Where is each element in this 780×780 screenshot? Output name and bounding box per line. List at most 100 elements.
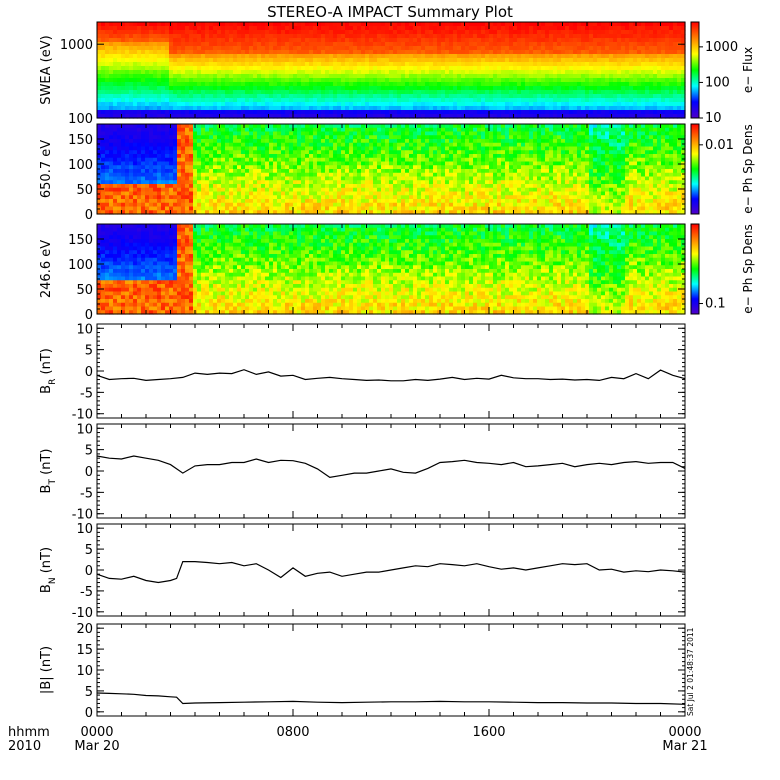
- heatmap-cell: [241, 70, 246, 75]
- heatmap-cell: [253, 161, 258, 166]
- heatmap-cell: [553, 90, 558, 95]
- heatmap-cell: [229, 131, 234, 136]
- heatmap-cell: [149, 184, 154, 189]
- heatmap-cell: [293, 165, 298, 170]
- heatmap-cell: [293, 199, 298, 204]
- heatmap-cell: [349, 38, 354, 43]
- heatmap-cell: [573, 34, 578, 39]
- heatmap-cell: [393, 30, 398, 35]
- heatmap-cell: [489, 38, 494, 43]
- heatmap-cell: [473, 22, 478, 27]
- heatmap-cell: [349, 78, 354, 83]
- heatmap-cell: [517, 114, 522, 119]
- heatmap-cell: [173, 202, 178, 208]
- heatmap-cell: [401, 102, 406, 107]
- heatmap-cell: [373, 98, 378, 103]
- heatmap-cell: [665, 114, 670, 119]
- heatmap-cell: [265, 135, 270, 140]
- heatmap-cell: [181, 38, 186, 43]
- heatmap-cell: [217, 26, 222, 31]
- heatmap-cell: [417, 66, 422, 71]
- heatmap-cell: [181, 206, 186, 211]
- heatmap-cell: [509, 70, 514, 75]
- heatmap-cell: [269, 26, 274, 31]
- heatmap-cell: [585, 46, 590, 51]
- heatmap-cell: [277, 94, 282, 99]
- heatmap-cell: [169, 106, 174, 111]
- heatmap-cell: [309, 195, 314, 200]
- heatmap-cell: [133, 86, 138, 91]
- heatmap-cell: [553, 46, 558, 51]
- heatmap-cell: [289, 94, 294, 99]
- heatmap-cell: [501, 90, 506, 95]
- heatmap-cell: [617, 54, 622, 59]
- heatmap-cell: [673, 94, 678, 99]
- heatmap-cell: [245, 210, 250, 215]
- heatmap-cell: [577, 38, 582, 43]
- heatmap-cell: [153, 50, 158, 55]
- heatmap-cell: [109, 74, 114, 79]
- heatmap-cell: [509, 34, 514, 39]
- heatmap-cell: [465, 66, 470, 71]
- heatmap-cell: [549, 50, 554, 55]
- heatmap-cell: [161, 191, 166, 196]
- heatmap-cell: [265, 66, 270, 71]
- heatmap-cell: [353, 82, 358, 87]
- heatmap-cell: [417, 30, 422, 35]
- heatmap-cell: [157, 191, 162, 196]
- heatmap-cell: [277, 142, 282, 148]
- heatmap-cell: [173, 195, 178, 200]
- heatmap-cell: [293, 46, 298, 51]
- heatmap-cell: [489, 106, 494, 111]
- heatmap-cell: [269, 70, 274, 75]
- heatmap-cell: [129, 110, 134, 115]
- heatmap-cell: [597, 98, 602, 103]
- heatmap-cell: [661, 90, 666, 95]
- heatmap-cell: [561, 66, 566, 71]
- heatmap-cell: [97, 74, 102, 79]
- heatmap-cell: [281, 180, 286, 185]
- heatmap-cell: [329, 42, 334, 47]
- heatmap-cell: [281, 202, 286, 208]
- heatmap-cell: [569, 66, 574, 71]
- heatmap-cell: [161, 30, 166, 35]
- heatmap-cell: [209, 157, 214, 163]
- heatmap-cell: [301, 184, 306, 189]
- heatmap-cell: [165, 110, 170, 115]
- heatmap-cell: [421, 22, 426, 27]
- heatmap-cell: [597, 74, 602, 79]
- heatmap-cell: [521, 78, 526, 83]
- heatmap-cell: [249, 199, 254, 204]
- heatmap-cell: [173, 74, 178, 79]
- heatmap-cell: [281, 110, 286, 115]
- heatmap-cell: [633, 82, 638, 87]
- heatmap-cell: [189, 86, 194, 91]
- heatmap-cell: [117, 154, 122, 159]
- heatmap-cell: [597, 46, 602, 51]
- heatmap-cell: [561, 38, 566, 43]
- heatmap-cell: [365, 106, 370, 111]
- heatmap-cell: [117, 180, 122, 185]
- heatmap-cell: [645, 78, 650, 83]
- heatmap-cell: [209, 176, 214, 181]
- heatmap-cell: [237, 161, 242, 166]
- heatmap-cell: [485, 62, 490, 67]
- heatmap-cell: [133, 42, 138, 47]
- heatmap-cell: [105, 187, 110, 193]
- heatmap-cell: [313, 50, 318, 55]
- heatmap-cell: [493, 54, 498, 59]
- heatmap-cell: [109, 70, 114, 75]
- heatmap-cell: [277, 46, 282, 51]
- heatmap-cell: [557, 82, 562, 87]
- heatmap-cell: [389, 46, 394, 51]
- heatmap-cell: [321, 38, 326, 43]
- heatmap-cell: [185, 135, 190, 140]
- heatmap-cell: [217, 176, 222, 181]
- heatmap-cell: [117, 90, 122, 95]
- heatmap-cell: [545, 46, 550, 51]
- heatmap-cell: [309, 82, 314, 87]
- heatmap-cell: [237, 131, 242, 136]
- heatmap-cell: [453, 38, 458, 43]
- heatmap-cell: [525, 70, 530, 75]
- heatmap-cell: [257, 78, 262, 83]
